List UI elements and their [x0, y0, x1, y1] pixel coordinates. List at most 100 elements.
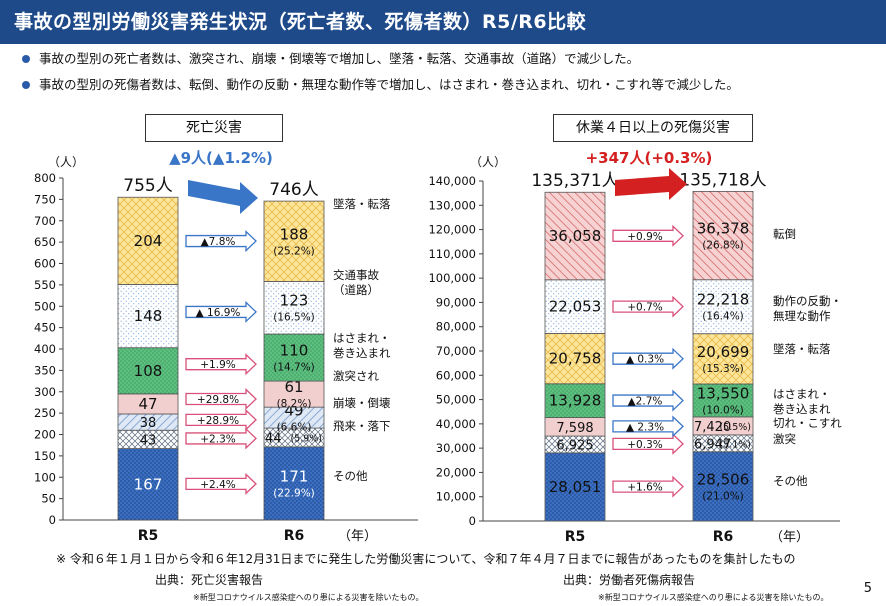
y-tick-label: 0: [469, 514, 476, 528]
change-arrow-icon: [612, 389, 684, 412]
bar-total-label: 135,371人: [531, 171, 618, 191]
change-arrow-icon: [185, 353, 257, 376]
y-tick-label: 90,000: [436, 295, 476, 309]
series-label: 無理な動作: [773, 309, 831, 323]
bar-share-label: (10.0%): [702, 404, 744, 416]
bar-value-label: 43: [140, 433, 157, 448]
y-tick-label: 120,000: [428, 223, 476, 237]
bar-segment: [263, 333, 325, 382]
source-injury: 出典：労働者死傷病報告: [563, 573, 696, 587]
y-tick-label: 250: [34, 406, 56, 420]
y-tick-label: 350: [34, 363, 56, 377]
series-label: 巻き込まれ: [333, 346, 391, 360]
change-arrow-icon: [612, 224, 684, 247]
bar-value-label: 36,058: [549, 227, 602, 245]
y-tick-label: 600: [34, 257, 56, 271]
bar-segment: [692, 190, 754, 281]
y-unit-label: （人）: [48, 155, 84, 169]
x-axis-label: （年）: [770, 530, 809, 545]
bar-segment: [117, 284, 179, 349]
summary-bullets: 事故の型別の死亡者数は、激突され、崩壊・倒壊等で増加し、墜落・転落、交通事故（道…: [22, 50, 872, 102]
series-label: はさまれ・: [333, 331, 391, 345]
bar-segment: [544, 279, 606, 334]
series-label: 激突され: [333, 369, 379, 383]
bar-total-label: 746人: [269, 180, 318, 200]
y-unit-label: （人）: [470, 155, 506, 169]
change-label: +1.9%: [200, 359, 235, 371]
bar-share-label: (5.9%): [290, 433, 322, 444]
bar-value-label: 148: [134, 307, 163, 325]
y-tick-label: 30,000: [436, 441, 476, 455]
y-tick-label: 150: [34, 449, 56, 463]
change-arrow-icon: [185, 388, 257, 411]
bar-share-label: (5.5%): [719, 422, 751, 433]
bullet-item: 事故の型別の死傷者数は、転倒、動作の反動・無理な動作等で増加し、はさまれ・巻き込…: [22, 76, 872, 93]
y-tick-label: 300: [34, 385, 56, 399]
bar-share-label: (22.9%): [273, 487, 315, 499]
change-arrow-icon: [612, 295, 684, 318]
trend-arrow-icon: [188, 180, 258, 214]
x-tick-label: R6: [284, 528, 305, 544]
series-label: 墜落・転落: [333, 197, 391, 211]
x-tick-label: R5: [138, 528, 159, 544]
y-tick-label: 500: [34, 299, 56, 313]
bar-segment: [263, 380, 325, 408]
bar-share-label: (25.2%): [273, 245, 315, 257]
series-label: 飛来・落下: [333, 419, 391, 433]
small-note-injury: ※新型コロナウイルス感染症へのり患による災害を除いたもの。: [598, 593, 829, 602]
change-label: ▲ 0.3%: [626, 354, 664, 366]
bar-value-label: 110: [280, 342, 309, 360]
x-tick-label: R6: [713, 529, 734, 545]
change-arrow-icon: [185, 300, 257, 323]
bullet-dot-icon: [22, 81, 30, 89]
series-label: 転倒: [773, 227, 796, 241]
change-arrow-icon: [185, 472, 257, 495]
series-label: その他: [773, 474, 808, 488]
bar-segment: [263, 281, 325, 335]
bar-value-label: 28,051: [549, 478, 602, 496]
y-tick-label: 20,000: [436, 465, 476, 479]
bar-value-label: 13,550: [697, 384, 750, 402]
bar-share-label: (5.1%): [719, 439, 751, 450]
change-label: +29.8%: [197, 394, 239, 406]
bar-value-label: 38: [140, 416, 157, 431]
y-tick-label: 100,000: [428, 271, 476, 285]
change-arrow-icon: [612, 347, 684, 370]
bar-segment: [544, 332, 606, 385]
header-bar: 事故の型別労働災害発生状況（死亡者数、死傷者数）R5/R6比較: [0, 0, 886, 44]
y-tick-label: 200: [34, 428, 56, 442]
change-label: +0.7%: [627, 302, 662, 314]
bar-value-label: 204: [134, 232, 163, 250]
bar-share-label: (21.0%): [702, 490, 744, 502]
series-label: 墜落・転落: [773, 342, 831, 356]
change-arrow-icon: [185, 427, 257, 450]
series-label: 交通事故: [333, 268, 379, 282]
bar-value-label: 61: [284, 378, 303, 396]
chart-title-injury: 休業４日以上の死傷災害: [553, 114, 753, 142]
y-tick-label: 550: [34, 278, 56, 292]
change-label: +0.3%: [627, 439, 662, 451]
bar-value-label: 20,699: [697, 343, 750, 361]
bar-segment: [263, 446, 325, 521]
y-tick-label: 100: [34, 470, 56, 484]
y-tick-label: 60,000: [436, 368, 476, 382]
small-note-fatal: ※新型コロナウイルス感染症へのり患による災害を除いたもの。: [193, 593, 424, 602]
y-tick-label: 700: [34, 214, 56, 228]
change-label: +1.6%: [627, 482, 662, 494]
total-change-label: ▲9人(▲1.2%): [169, 149, 273, 167]
bar-value-label: 6,925: [556, 438, 593, 453]
bar-value-label: 22,218: [697, 291, 750, 309]
bar-share-label: (14.7%): [273, 362, 315, 374]
bar-segment: [692, 451, 754, 522]
series-label: その他: [333, 469, 368, 483]
bar-value-label: 171: [280, 467, 309, 485]
bar-value-label: 36,378: [697, 220, 750, 238]
change-label: ▲ 16.9%: [196, 307, 241, 319]
y-tick-label: 400: [34, 342, 56, 356]
change-arrow-icon: [612, 415, 684, 438]
y-tick-label: 50,000: [436, 393, 476, 407]
bar-segment: [544, 452, 606, 522]
change-label: ▲ 2.3%: [626, 421, 664, 433]
y-tick-label: 50: [41, 492, 56, 506]
